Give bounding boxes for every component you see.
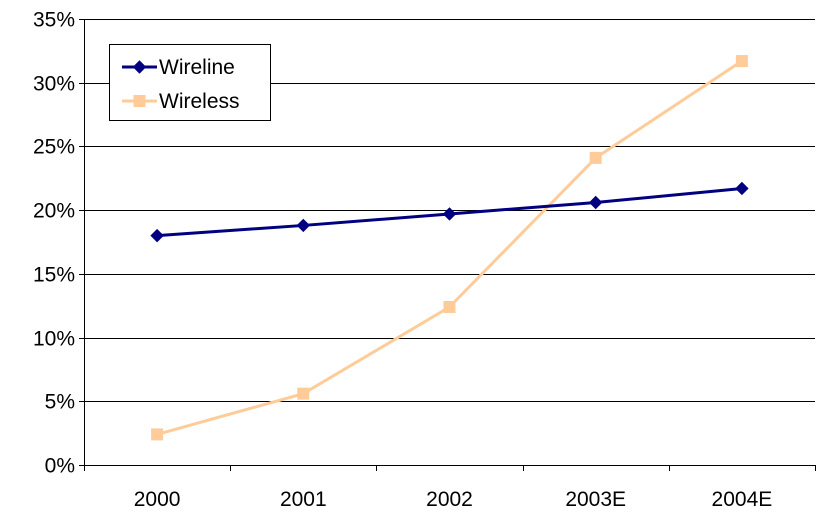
x-tick-label: 2003E: [565, 488, 626, 511]
axes: [79, 19, 816, 471]
y-tick-label: 25%: [33, 136, 75, 159]
y-tick-label: 15%: [33, 264, 75, 287]
x-tick-label: 2000: [134, 488, 181, 511]
y-tick-label: 20%: [33, 200, 75, 223]
x-tick-label: 2001: [280, 488, 327, 511]
y-tick-label: 10%: [33, 328, 75, 351]
legend: Wireline Wireless: [109, 44, 271, 121]
data-point-wireless: [735, 55, 748, 68]
data-point-wireless: [151, 428, 164, 441]
data-point-wireless: [443, 300, 456, 313]
y-tick-label: 5%: [45, 391, 75, 414]
series-wireline: [150, 181, 749, 243]
legend-label-wireline: Wireline: [159, 56, 235, 79]
y-tick-label: 35%: [33, 9, 75, 32]
y-tick-label: 30%: [33, 73, 75, 96]
y-axis-tick-labels: 0% 5% 10% 15% 20% 25% 30% 35%: [33, 9, 75, 478]
legend-box: [109, 44, 271, 121]
data-point-wireline: [588, 195, 603, 210]
legend-marker-wireline: [132, 60, 147, 74]
data-point-wireline: [296, 218, 311, 233]
data-point-wireless: [589, 151, 602, 164]
data-point-wireline: [150, 228, 164, 243]
series-lines: [150, 55, 749, 441]
legend-marker-wireless: [133, 95, 146, 107]
y-tick-label: 0%: [45, 455, 75, 478]
series-wireless: [151, 55, 748, 441]
x-axis-tick-labels: 2000 2001 2002 2003E 2004E: [134, 488, 773, 511]
legend-label-wireless: Wireless: [159, 90, 240, 113]
x-tick-label: 2004E: [712, 488, 773, 511]
x-tick-label: 2002: [426, 488, 473, 511]
data-point-wireline: [442, 207, 457, 221]
data-point-wireline: [735, 181, 749, 196]
data-point-wireless: [297, 387, 310, 400]
